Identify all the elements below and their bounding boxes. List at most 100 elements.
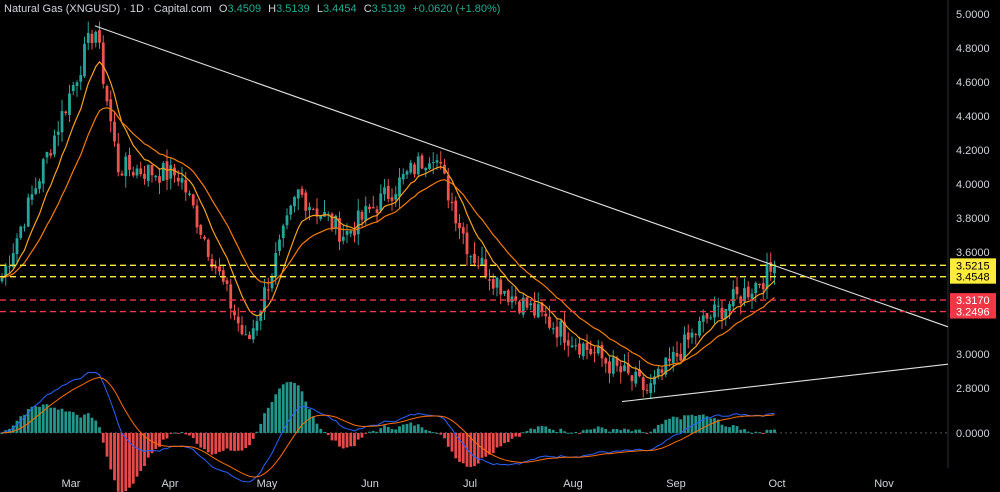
- macd-histogram-bar: [488, 432, 491, 455]
- candle-body: [221, 270, 225, 282]
- candle-body: [450, 202, 454, 204]
- candle-body: [4, 265, 8, 277]
- candle-body: [506, 290, 510, 302]
- candle-body: [476, 265, 480, 267]
- macd-histogram-bar: [180, 432, 184, 434]
- candle-body: [551, 328, 555, 330]
- candle-body: [128, 154, 131, 170]
- macd-histogram-bar: [150, 432, 154, 454]
- macd-histogram-bar: [49, 407, 53, 433]
- macd-histogram-bar: [626, 429, 630, 433]
- candle-body: [225, 280, 229, 284]
- macd-histogram-bar: [263, 413, 266, 433]
- macd-histogram-bar: [548, 428, 551, 433]
- candle-body: [86, 32, 90, 43]
- candle-body: [30, 194, 34, 200]
- candle-body: [15, 238, 19, 254]
- macd-histogram-bar: [255, 431, 259, 433]
- x-tick-label-nov: Nov: [874, 478, 894, 490]
- macd-histogram-bar: [113, 432, 116, 481]
- candle-body: [540, 302, 544, 312]
- candle-body: [266, 289, 270, 291]
- candle-body: [420, 155, 424, 169]
- candle-body: [218, 266, 221, 272]
- candle-body: [191, 194, 195, 206]
- macd-histogram-bar: [210, 432, 214, 455]
- candle-body: [589, 348, 593, 355]
- macd-histogram-bar: [773, 429, 776, 433]
- high-value: 3.5139: [276, 3, 310, 15]
- macd-histogram-bar: [761, 432, 765, 434]
- candle-body: [109, 99, 113, 122]
- candle-body: [308, 207, 311, 211]
- candle-body: [390, 197, 394, 201]
- macd-histogram-bar: [383, 425, 386, 433]
- level-badge-4: [950, 304, 996, 319]
- macd-histogram-bar: [116, 432, 120, 492]
- candle-body: [278, 239, 281, 252]
- macd-histogram-bar: [473, 432, 476, 467]
- candle-body: [113, 121, 116, 142]
- macd-histogram-bar: [533, 429, 536, 433]
- candle-body: [379, 193, 383, 211]
- macd-histogram-bar: [611, 429, 615, 433]
- candle-body: [544, 313, 548, 317]
- candle-body: [566, 340, 570, 346]
- macd-histogram-bar: [146, 432, 150, 458]
- macd-histogram-bar: [229, 432, 233, 451]
- candle-body: [728, 304, 731, 311]
- macd-histogram-bar: [578, 432, 581, 434]
- macd-histogram-bar: [675, 417, 679, 433]
- candle-body: [394, 194, 398, 200]
- candle-body: [146, 164, 150, 181]
- macd-histogram-bar: [41, 404, 45, 433]
- candle-body: [604, 358, 608, 364]
- macd-histogram-bar: [690, 414, 694, 433]
- level-badge-label-2: 3.4548: [956, 272, 990, 284]
- candle-body: [338, 218, 341, 242]
- macd-histogram-bar: [8, 428, 11, 433]
- candle-body: [499, 279, 503, 295]
- candle-body: [334, 215, 338, 229]
- high-label: H: [268, 3, 277, 15]
- candle-body: [229, 284, 233, 309]
- macd-histogram-bar: [480, 432, 484, 458]
- macd-histogram-bar: [521, 432, 525, 434]
- macd-histogram-bar: [728, 427, 731, 433]
- candle-body: [184, 179, 188, 193]
- macd-histogram-bar: [765, 429, 769, 433]
- macd-histogram-bar: [731, 425, 735, 433]
- candle-body: [735, 286, 739, 295]
- y-tick-label: 4.6000: [956, 77, 990, 89]
- candle-body: [596, 346, 600, 354]
- macd-histogram-bar: [529, 428, 533, 433]
- candle-body: [11, 253, 15, 267]
- macd-histogram-bar: [139, 432, 143, 471]
- candle-body: [495, 277, 499, 288]
- macd-histogram-bar: [758, 432, 761, 434]
- candle-body: [398, 177, 401, 197]
- macd-histogram-bar: [409, 422, 413, 433]
- macd-histogram-bar: [199, 432, 203, 448]
- candle-body: [510, 296, 514, 303]
- candle-body: [600, 345, 604, 359]
- macd-histogram-bar: [653, 428, 656, 433]
- macd-histogram-bar: [724, 426, 728, 433]
- macd-histogram-bar: [94, 420, 98, 433]
- candle-body: [435, 160, 439, 163]
- x-tick-label-apr: Apr: [161, 478, 178, 490]
- macd-signal-line: [1, 376, 775, 478]
- macd-histogram-bar: [641, 432, 645, 434]
- trendline-2: [621, 363, 949, 403]
- macd-histogram-bar: [536, 426, 540, 433]
- macd-histogram-bar: [173, 432, 176, 434]
- macd-histogram-bar: [506, 432, 510, 443]
- macd-histogram-bar: [83, 414, 86, 433]
- macd-histogram-bar: [90, 417, 94, 433]
- candle-body: [255, 321, 259, 331]
- candle-body: [581, 343, 585, 357]
- macd-histogram-bar: [240, 432, 244, 451]
- macd-histogram-bar: [739, 429, 743, 433]
- candle-body: [679, 354, 683, 361]
